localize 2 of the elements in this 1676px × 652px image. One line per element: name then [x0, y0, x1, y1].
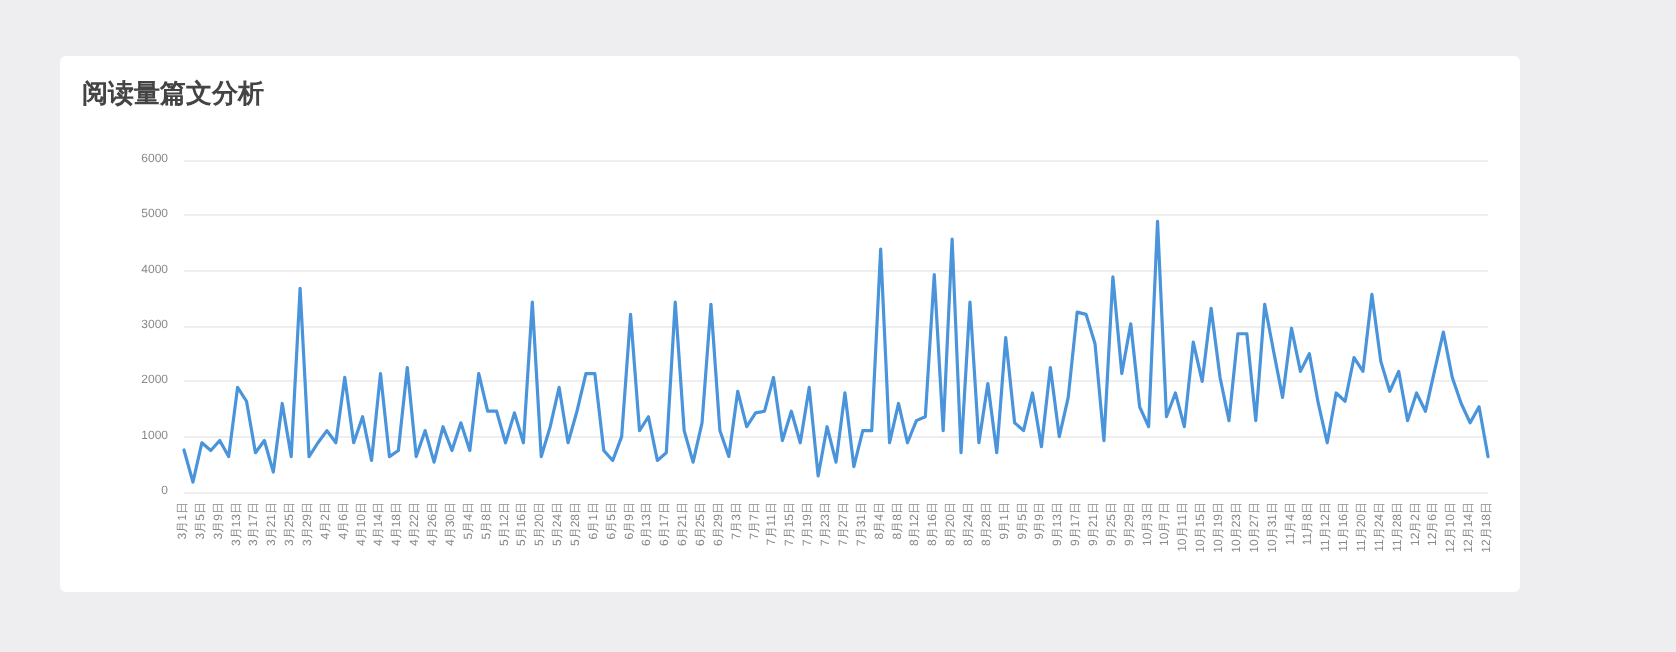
line-series [182, 219, 1490, 484]
chart-title: 阅读量篇文分析 [82, 78, 264, 110]
